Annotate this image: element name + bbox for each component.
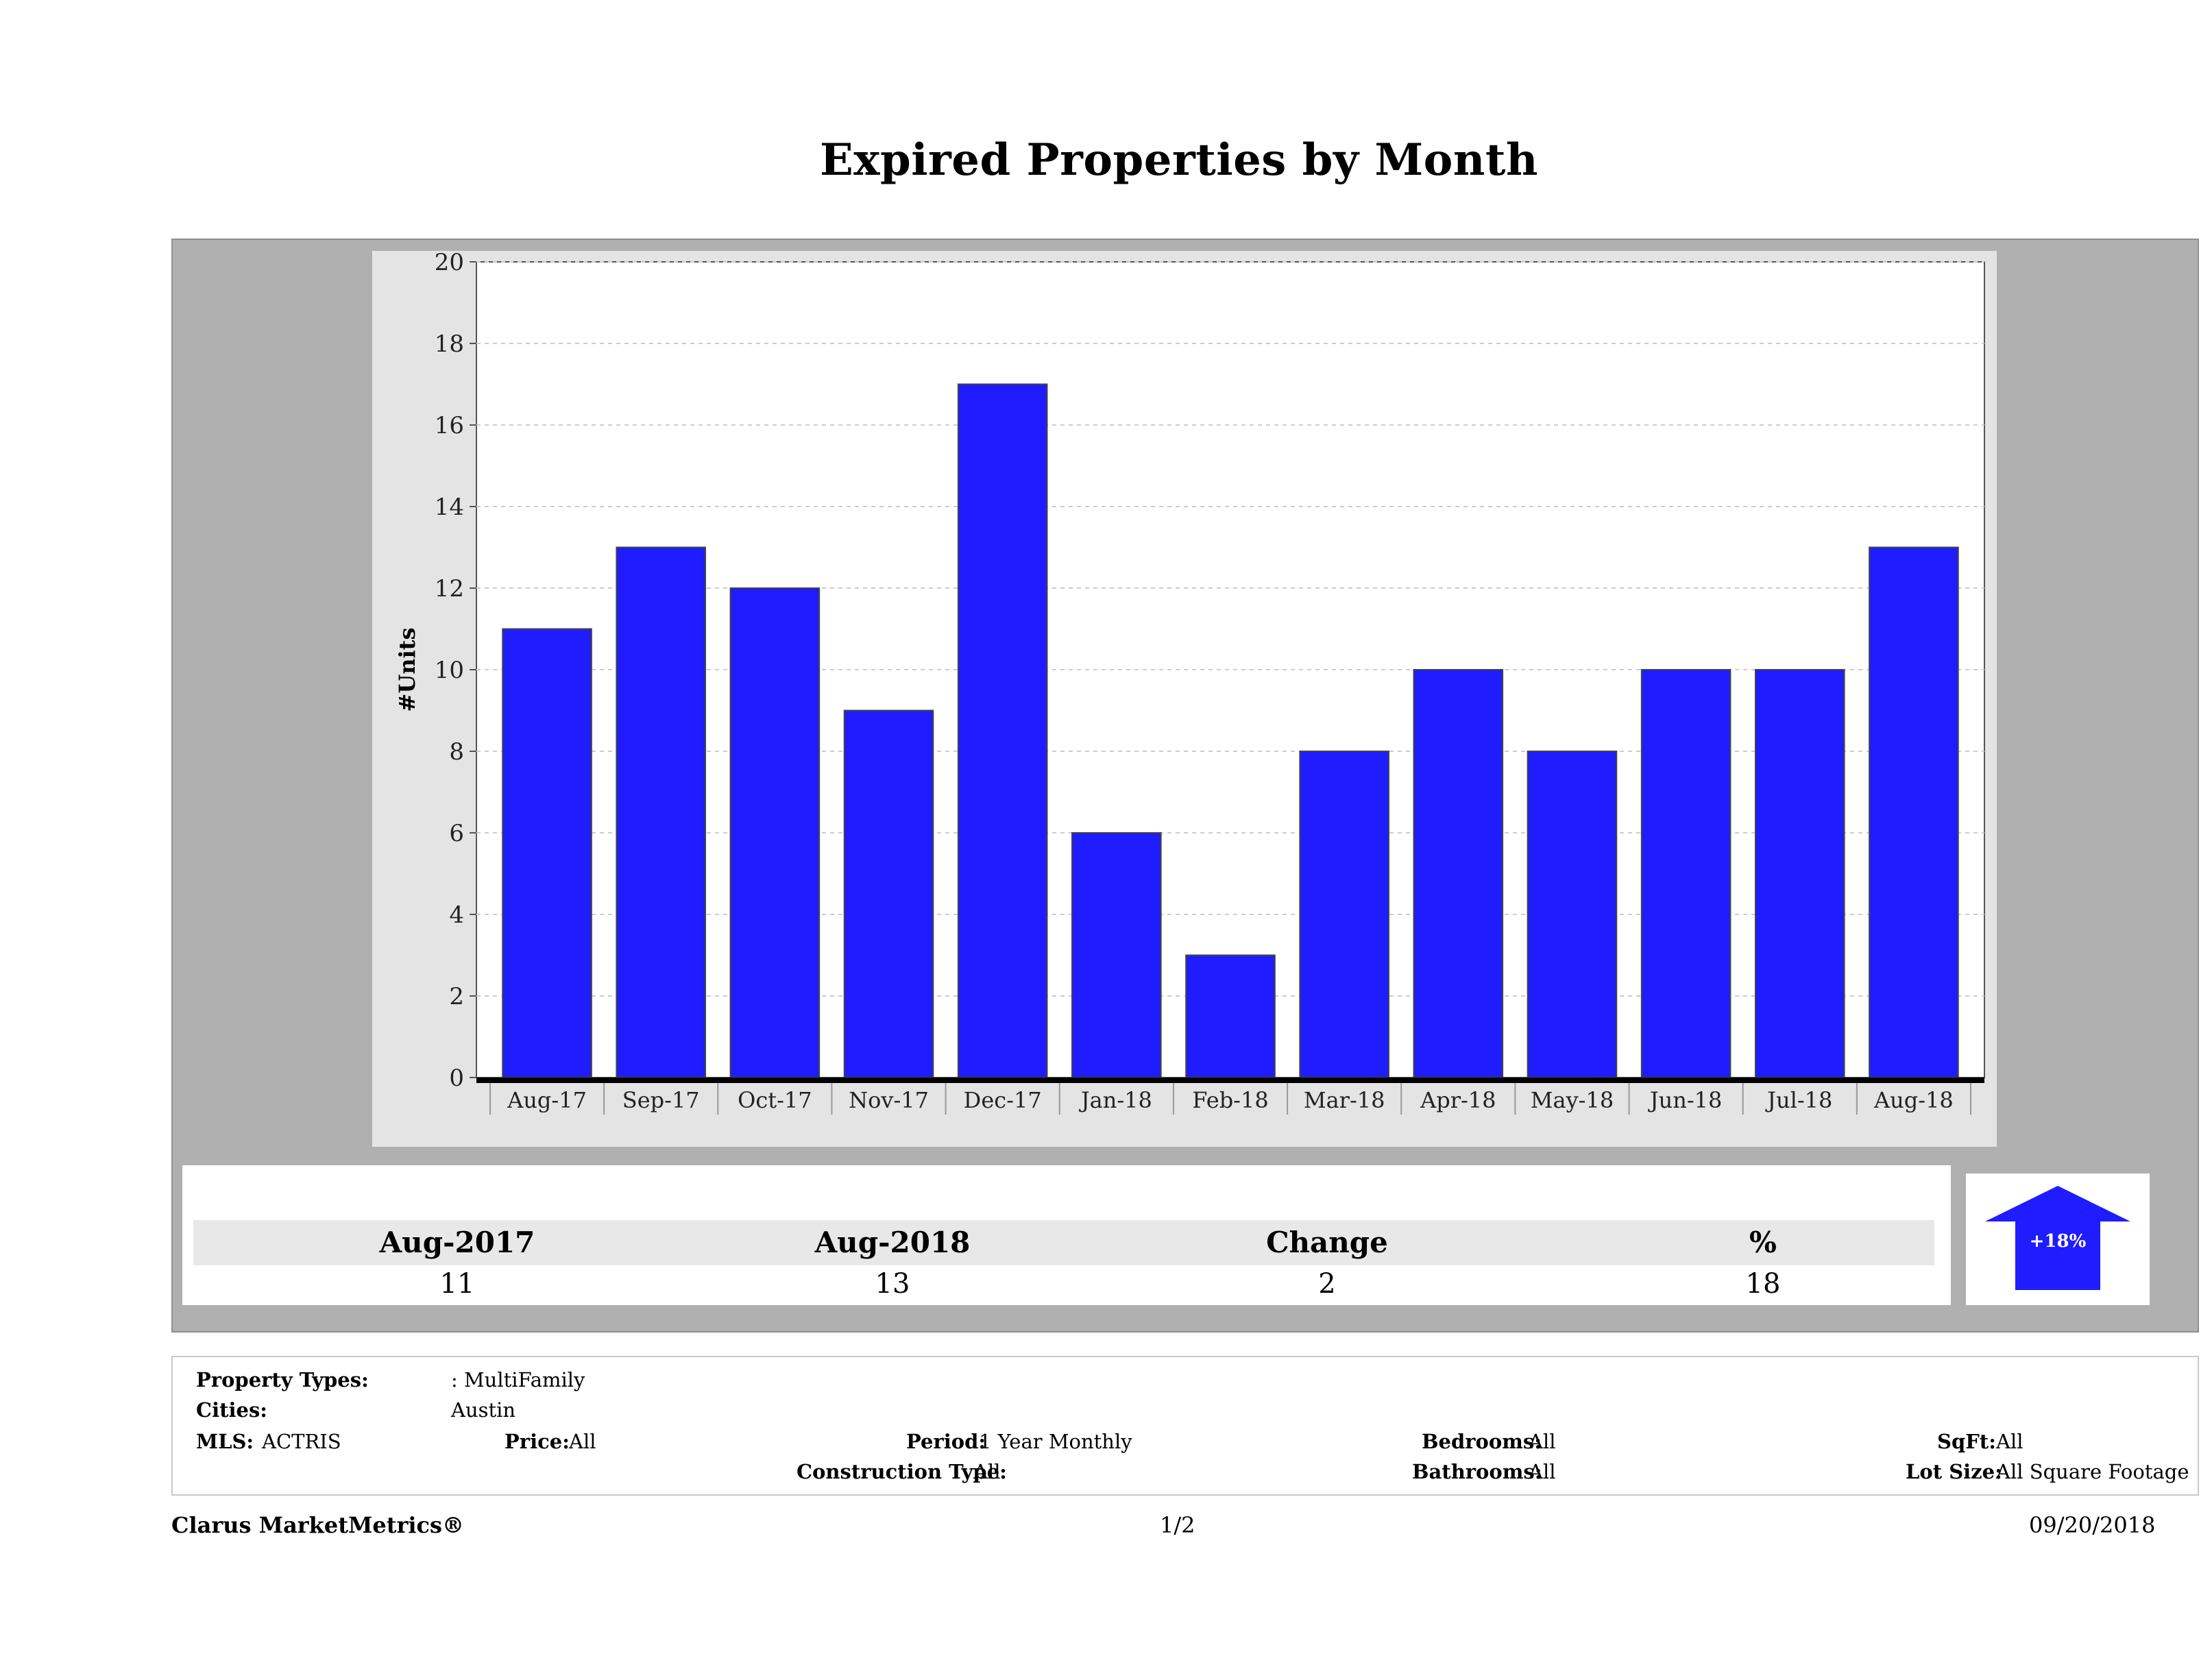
x-tick-label: Oct-17 xyxy=(738,1087,812,1113)
y-tick-label: 10 xyxy=(435,657,464,684)
stat-header-change: Change xyxy=(1266,1226,1388,1259)
x-tick-label: May-18 xyxy=(1531,1087,1614,1113)
stat-value-start: 11 xyxy=(439,1268,475,1300)
bathrooms-label: Bathrooms: xyxy=(1412,1460,1542,1483)
cities-label: Cities: xyxy=(196,1398,267,1422)
y-tick-label: 8 xyxy=(449,738,464,766)
y-tick-label: 12 xyxy=(435,575,464,603)
bar xyxy=(1869,546,1959,1078)
change-percent-label: +18% xyxy=(2029,1231,2087,1252)
bedrooms-label: Bedrooms: xyxy=(1422,1430,1542,1453)
bar xyxy=(1640,669,1731,1078)
stats-table: Aug-2017 Aug-2018 Change % 11 13 2 18 xyxy=(182,1165,1951,1305)
bar-chart: 0 2 4 6 8 10 12 14 16 18 20 #Units Aug-17 Sep-17 Oct-1… xyxy=(394,251,1985,1115)
bar xyxy=(502,628,592,1078)
x-tick-label: Dec-17 xyxy=(964,1087,1042,1113)
y-tick-label: 2 xyxy=(449,983,464,1010)
bar xyxy=(843,709,934,1078)
change-indicator: +18% xyxy=(1966,1174,2150,1305)
x-tick-label: Jun-18 xyxy=(1648,1087,1723,1113)
price-label: Price: xyxy=(505,1430,570,1453)
lot-size-value: All Square Footage xyxy=(1996,1460,2189,1483)
bar xyxy=(1299,751,1389,1078)
bar xyxy=(616,546,707,1078)
bar xyxy=(1185,954,1276,1078)
period-value: 1 Year Monthly xyxy=(979,1430,1132,1453)
property-types-value: : MultiFamily xyxy=(451,1368,585,1391)
stats-header-row: Aug-2017 Aug-2018 Change % xyxy=(193,1220,1934,1265)
x-tick-label: Feb-18 xyxy=(1192,1087,1268,1113)
y-axis-label: #Units xyxy=(394,628,420,712)
construction-type-label: Construction Type: xyxy=(797,1460,1007,1483)
footer-brand: Clarus MarketMetrics® xyxy=(171,1512,465,1538)
bar xyxy=(729,587,821,1078)
sqft-label: SqFt: xyxy=(1937,1430,1996,1453)
footer-page-number: 1/2 xyxy=(1160,1512,1195,1538)
x-tick-label: Mar-18 xyxy=(1304,1087,1385,1113)
bathrooms-value: All xyxy=(1529,1460,1556,1483)
stat-value-percent: 18 xyxy=(1745,1268,1781,1300)
mls-label: MLS: xyxy=(196,1430,254,1453)
plot-area xyxy=(476,261,1985,1078)
mls-value: ACTRIS xyxy=(262,1430,341,1453)
stat-header-start: Aug-2017 xyxy=(379,1226,535,1259)
y-tick-label: 14 xyxy=(435,494,464,521)
x-tick-label: Nov-17 xyxy=(849,1087,929,1113)
x-tick-label: Sep-17 xyxy=(622,1087,700,1113)
stat-value-change: 2 xyxy=(1318,1268,1336,1300)
price-value: All xyxy=(569,1430,596,1453)
bar xyxy=(957,383,1048,1078)
page-title: Expired Properties by Month xyxy=(820,134,1538,186)
stats-spacer-row xyxy=(193,1175,1934,1220)
y-tick-label: 4 xyxy=(449,901,464,929)
bar xyxy=(1071,832,1162,1078)
up-arrow-icon xyxy=(1985,1186,2130,1290)
bar xyxy=(1754,669,1845,1078)
y-tick-label: 20 xyxy=(435,251,464,276)
stat-value-end: 13 xyxy=(875,1268,910,1300)
y-tick-label: 0 xyxy=(449,1065,464,1092)
x-tick-label: Apr-18 xyxy=(1420,1087,1496,1113)
x-tick-label: Jul-18 xyxy=(1765,1087,1832,1113)
property-types-label: Property Types: xyxy=(196,1368,369,1391)
x-tick-label: Jan-18 xyxy=(1079,1087,1152,1113)
sqft-value: All xyxy=(1996,1430,2023,1453)
lot-size-label: Lot Size: xyxy=(1906,1460,2002,1483)
bar xyxy=(1413,669,1504,1078)
bedrooms-value: All xyxy=(1529,1430,1556,1453)
plot-frame: 0 2 4 6 8 10 12 14 16 18 20 #Units Aug-17 Sep-17 Oct-1… xyxy=(372,251,1997,1147)
x-tick-label: Aug-18 xyxy=(1873,1087,1954,1113)
filter-summary: Property Types: : MultiFamily Cities: Au… xyxy=(171,1356,2199,1496)
stats-value-row: 11 13 2 18 xyxy=(193,1265,1934,1302)
footer-date: 09/20/2018 xyxy=(2029,1512,2156,1538)
y-tick-label: 18 xyxy=(435,330,464,358)
stat-header-percent: % xyxy=(1749,1226,1777,1259)
x-tick-label: Aug-17 xyxy=(507,1087,587,1113)
period-label: Period: xyxy=(906,1430,986,1453)
bar xyxy=(1527,751,1618,1078)
construction-type-value: All xyxy=(973,1460,1001,1483)
cities-value: Austin xyxy=(451,1398,516,1422)
stat-header-end: Aug-2018 xyxy=(814,1226,971,1259)
y-tick-label: 16 xyxy=(435,412,464,439)
y-tick-label: 6 xyxy=(449,820,464,847)
